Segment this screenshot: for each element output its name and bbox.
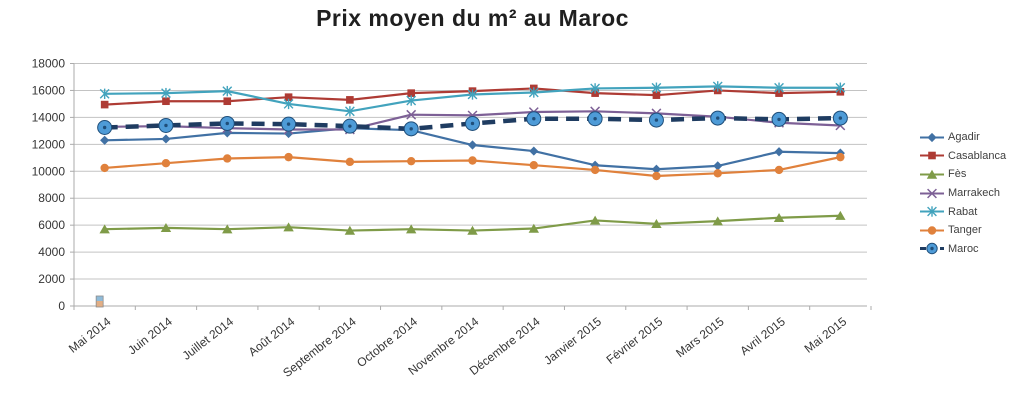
marrakech-line-icon: [919, 187, 945, 200]
svg-text:Janvier 2015: Janvier 2015: [541, 314, 604, 368]
legend-label: Rabat: [948, 205, 978, 218]
legend-label: Marrakech: [948, 187, 1000, 200]
chart-legend: Agadir Casablanca Fès Marrakech Rabat Ta…: [919, 130, 1006, 256]
legend-label: Tanger: [948, 224, 982, 237]
series-maroc: [97, 110, 848, 137]
svg-text:18000: 18000: [32, 57, 66, 71]
legend-label: Agadir: [948, 131, 980, 144]
series-rabat: [99, 81, 846, 117]
svg-text:Mai 2015: Mai 2015: [802, 314, 850, 356]
legend-item-tanger: Tanger: [919, 223, 1006, 238]
svg-text:4000: 4000: [38, 245, 65, 259]
svg-text:14000: 14000: [32, 110, 66, 124]
series-tanger: [100, 152, 845, 181]
legend-item-casablanca: Casablanca: [919, 149, 1006, 164]
series-agadir: [100, 123, 845, 174]
legend-item-maroc: Maroc: [919, 242, 1006, 257]
tanger-line-icon: [919, 224, 945, 237]
gridlines: [70, 63, 867, 307]
series-fes: [99, 210, 846, 235]
svg-text:Juillet 2014: Juillet 2014: [180, 314, 237, 363]
svg-text:Octobre 2014: Octobre 2014: [354, 314, 420, 370]
svg-text:Juin 2014: Juin 2014: [125, 314, 175, 357]
maroc-line-icon: [919, 242, 945, 255]
svg-text:2000: 2000: [38, 272, 65, 286]
legend-label: Casablanca: [948, 149, 1007, 162]
legend-label: Maroc: [948, 242, 979, 255]
rabat-line-icon: [919, 205, 945, 218]
svg-text:Février 2015: Février 2015: [604, 314, 666, 367]
svg-text:16000: 16000: [32, 83, 66, 97]
legend-item-rabat: Rabat: [919, 204, 1006, 219]
svg-text:6000: 6000: [38, 218, 65, 232]
legend-item-marrakech: Marrakech: [919, 186, 1006, 201]
legend-item-fes: Fès: [919, 167, 1006, 182]
svg-text:0: 0: [58, 299, 65, 313]
svg-text:Avril 2015: Avril 2015: [737, 314, 788, 358]
casablanca-line-icon: [919, 149, 945, 162]
svg-text:10000: 10000: [32, 164, 66, 178]
svg-text:12000: 12000: [32, 137, 66, 151]
legend-item-agadir: Agadir: [919, 130, 1006, 145]
fes-line-icon: [919, 168, 945, 181]
agadir-line-icon: [919, 131, 945, 144]
x-axis: [70, 305, 872, 310]
origin-marker-artifact: [95, 295, 104, 308]
legend-label: Fès: [948, 168, 967, 181]
chart-title: Prix moyen du m² au Maroc: [316, 5, 629, 31]
svg-text:8000: 8000: [38, 191, 65, 205]
svg-text:Août 2014: Août 2014: [246, 314, 298, 359]
svg-text:Mars 2015: Mars 2015: [673, 314, 727, 360]
x-axis-labels: Mai 2014 Juin 2014 Juillet 2014 Août 2014Se…: [66, 314, 849, 380]
y-axis-labels: 0 2000 4000 6000 8000 10000 12000 14000 16000 180…: [32, 57, 66, 314]
svg-text:Mai 2014: Mai 2014: [66, 314, 114, 356]
